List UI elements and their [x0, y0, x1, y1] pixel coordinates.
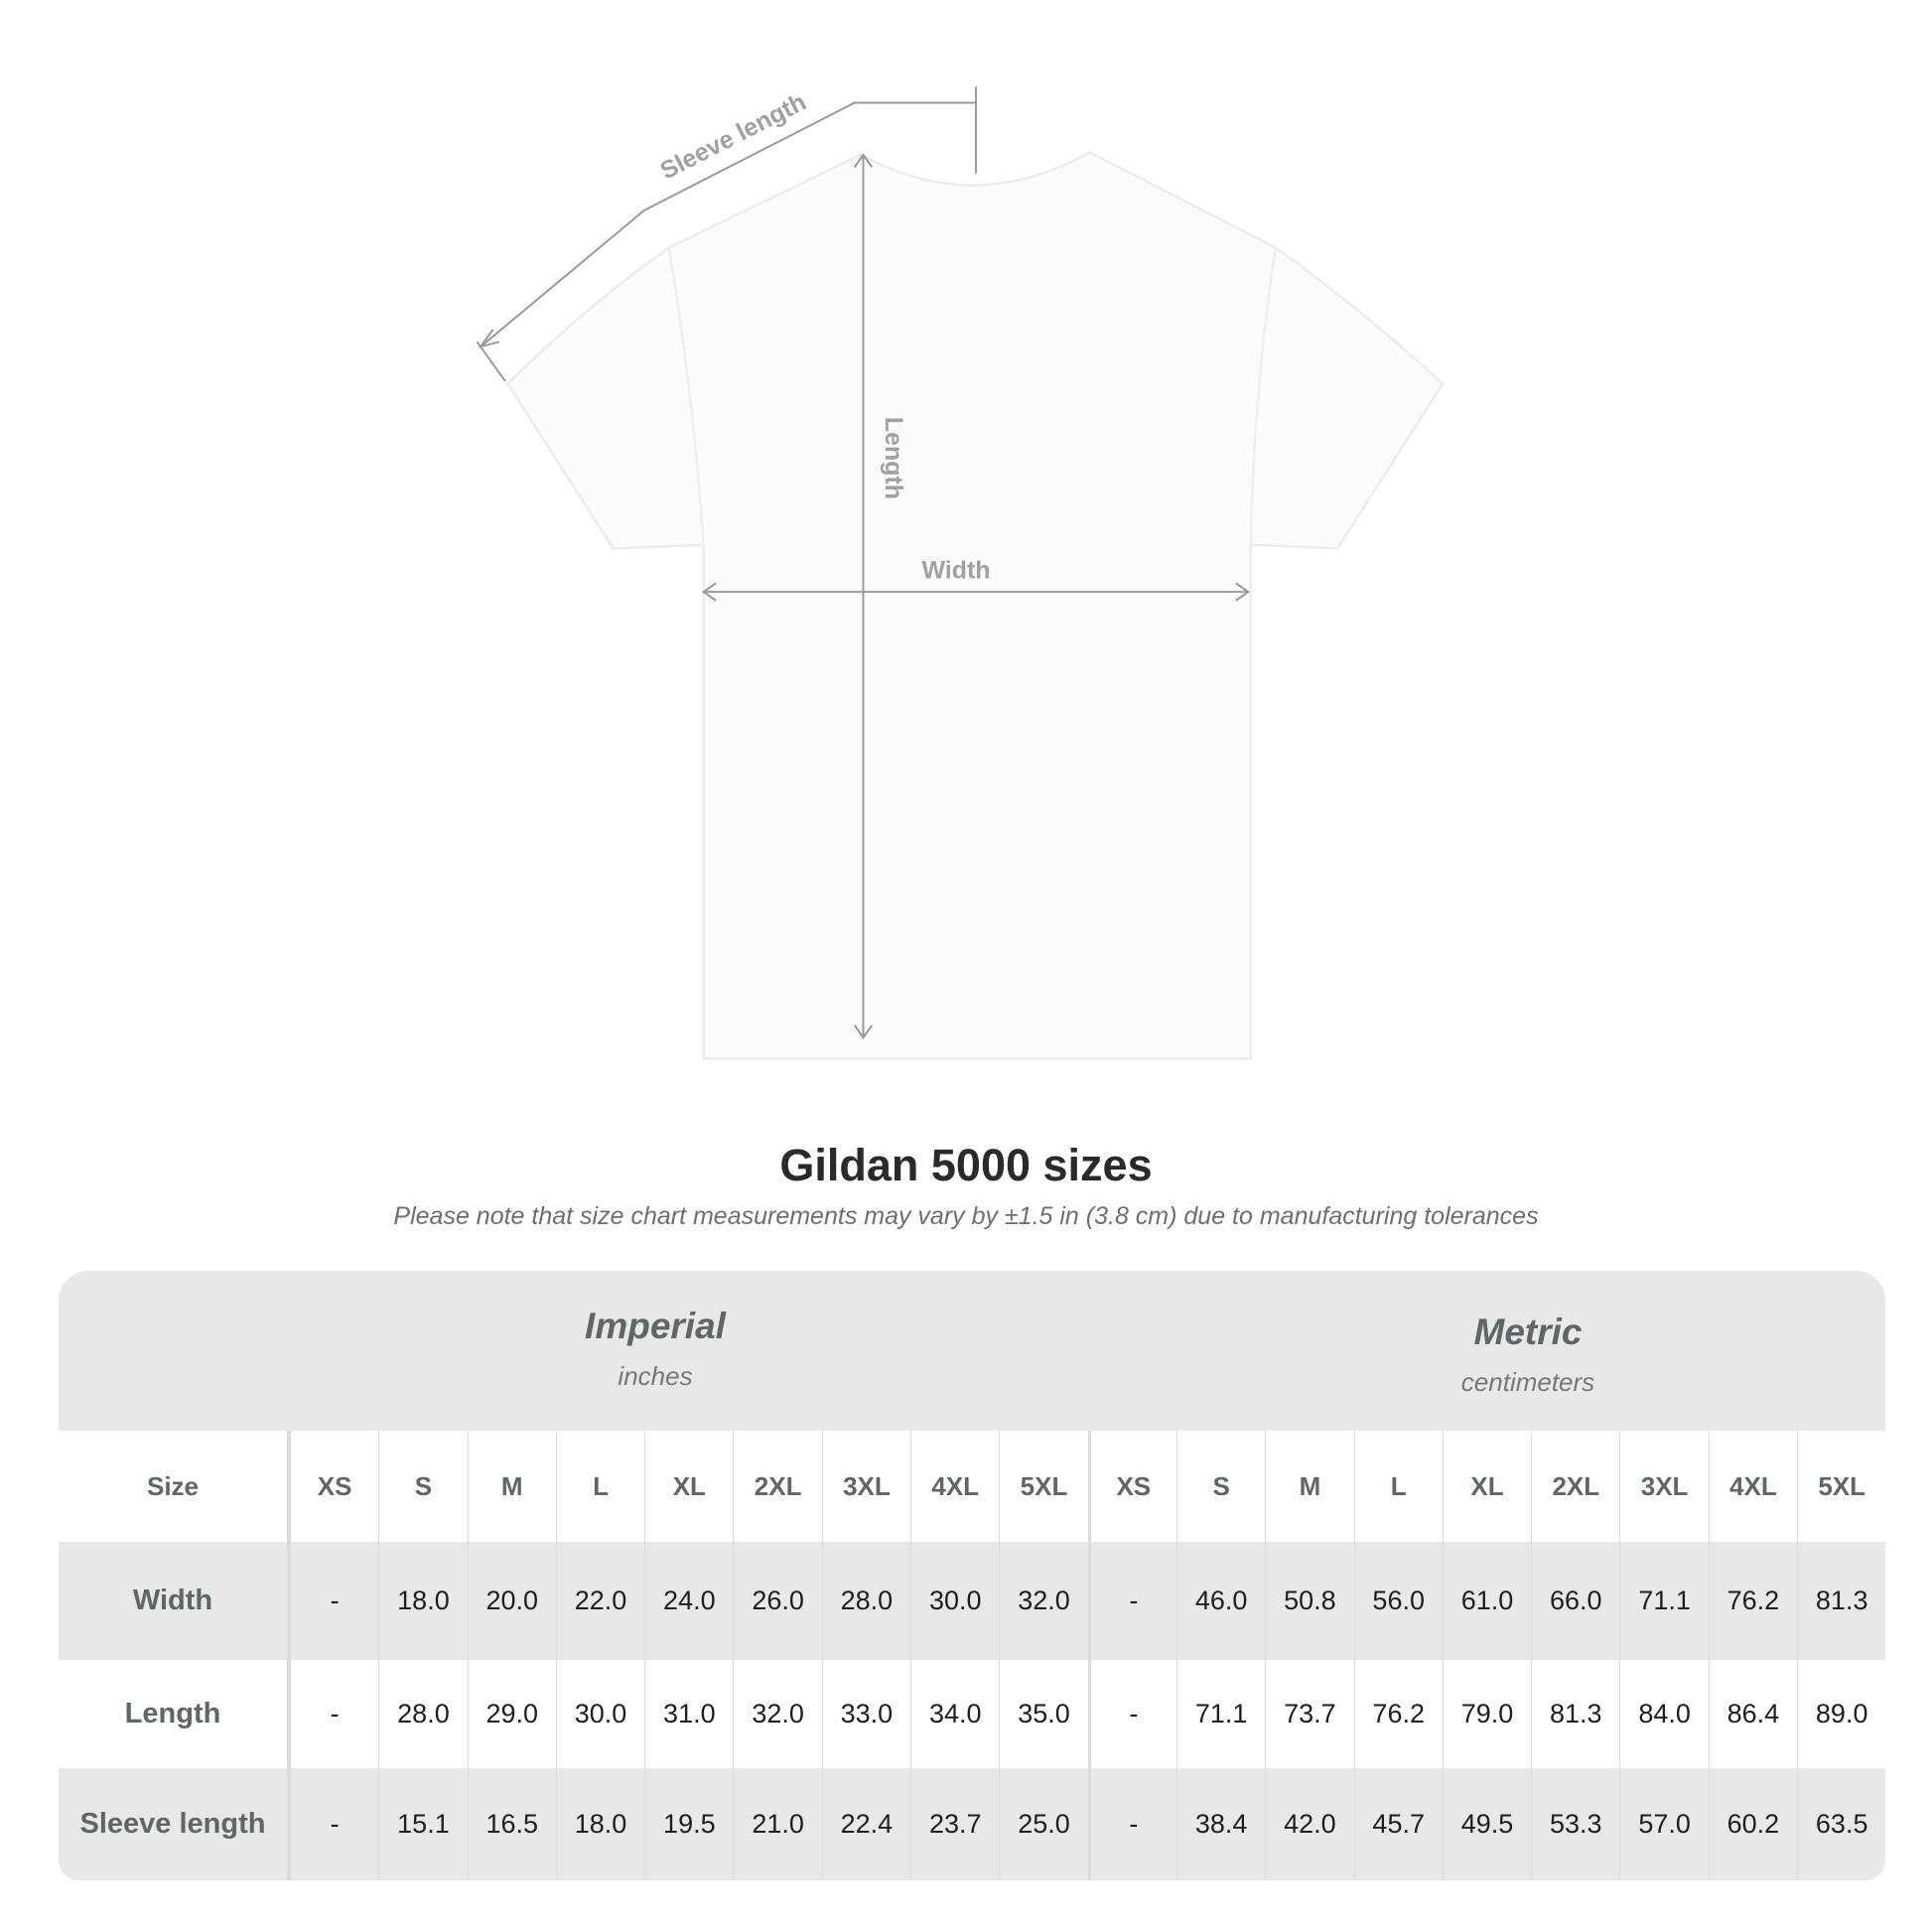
metric-value-cell: 81.3 — [1531, 1660, 1619, 1768]
imperial-title: Imperial — [585, 1306, 726, 1346]
row-label: Length — [59, 1660, 290, 1768]
metric-size-header: 2XL — [1531, 1431, 1619, 1542]
metric-value-cell: 56.0 — [1353, 1542, 1443, 1660]
metric-title: Metric — [1473, 1311, 1583, 1352]
metric-value-cell: 66.0 — [1531, 1542, 1619, 1660]
unit-header: Imperial inches Metric centimeters — [59, 1271, 1885, 1431]
metric-size-header: 4XL — [1708, 1431, 1797, 1542]
table-row: Sleeve length -15.1 16.5 18.0 19.5 21.0 22.4 23… — [59, 1768, 1885, 1880]
metric-value-cell: 46.0 — [1175, 1542, 1265, 1660]
metric-value-cell: 76.2 — [1708, 1542, 1797, 1660]
table-row: Width -18.0 20.0 22.0 24.0 26.0 28.0 30.0 32.0-4… — [59, 1542, 1885, 1660]
imperial-value-cell: 18.0 — [555, 1768, 644, 1880]
metric-value-cell: 84.0 — [1619, 1660, 1708, 1768]
imperial-value-cell: 18.0 — [378, 1542, 467, 1660]
row-label: Width — [59, 1542, 290, 1660]
metric-value-cell: - — [1087, 1542, 1176, 1660]
metric-value-cell: 49.5 — [1442, 1768, 1531, 1880]
metric-value-cell: 61.0 — [1442, 1542, 1531, 1660]
imperial-value-cell: 32.0 — [733, 1660, 821, 1768]
measure-lines — [476, 86, 1251, 1039]
imperial-value-cell: 28.0 — [378, 1660, 467, 1768]
imperial-size-header: XL — [644, 1431, 733, 1542]
imperial-value-cell: 23.7 — [910, 1768, 999, 1880]
metric-value-cell: 50.8 — [1265, 1542, 1353, 1660]
imperial-size-header: S — [378, 1431, 467, 1542]
imperial-size-header: 2XL — [733, 1431, 821, 1542]
tshirt-shape — [505, 150, 1445, 1060]
imperial-size-header: 4XL — [910, 1431, 999, 1542]
tshirt-diagram: Sleeve length Length Width — [476, 86, 1445, 1060]
tolerance-note: Please note that size chart measurements… — [393, 1202, 1539, 1230]
metric-size-header: M — [1265, 1431, 1353, 1542]
metric-value-cell: 45.7 — [1353, 1768, 1443, 1880]
imperial-value-cell: 28.0 — [821, 1542, 910, 1660]
imperial-value-cell: 22.0 — [555, 1542, 644, 1660]
metric-size-header: 3XL — [1619, 1431, 1708, 1542]
metric-size-header: XL — [1442, 1431, 1531, 1542]
imperial-value-cell: 30.0 — [910, 1542, 999, 1660]
metric-value-cell: 73.7 — [1265, 1660, 1353, 1768]
length-label: Length — [880, 417, 907, 499]
imperial-value-cell: - — [290, 1768, 378, 1880]
imperial-size-header: M — [467, 1431, 556, 1542]
imperial-size-header: XS — [290, 1431, 378, 1542]
size-table: Imperial inches Metric centimeters Size X… — [59, 1271, 1885, 1880]
imperial-value-cell: - — [290, 1660, 378, 1768]
metric-value-cell: 53.3 — [1531, 1768, 1619, 1880]
page-title: Gildan 5000 sizes — [779, 1140, 1153, 1190]
row-label: Size — [59, 1431, 290, 1542]
imperial-value-cell: 20.0 — [467, 1542, 556, 1660]
imperial-value-cell: 33.0 — [821, 1660, 910, 1768]
metric-value-cell: 38.4 — [1175, 1768, 1265, 1880]
metric-value-cell: 63.5 — [1797, 1768, 1885, 1880]
imperial-value-cell: 26.0 — [733, 1542, 821, 1660]
metric-value-cell: 79.0 — [1442, 1660, 1531, 1768]
metric-value-cell: - — [1087, 1768, 1176, 1880]
metric-value-cell: 86.4 — [1708, 1660, 1797, 1768]
metric-value-cell: - — [1087, 1660, 1176, 1768]
metric-unit: centimeters — [1460, 1367, 1595, 1397]
imperial-value-cell: 16.5 — [467, 1768, 556, 1880]
imperial-unit: inches — [618, 1361, 693, 1391]
imperial-value-cell: - — [290, 1542, 378, 1660]
imperial-header: Imperial inches — [357, 1306, 953, 1392]
width-label: Width — [922, 556, 991, 584]
imperial-value-cell: 34.0 — [910, 1660, 999, 1768]
imperial-value-cell: 21.0 — [733, 1768, 821, 1880]
metric-value-cell: 89.0 — [1797, 1660, 1885, 1768]
metric-size-header: XS — [1087, 1431, 1176, 1542]
imperial-size-header: L — [555, 1431, 644, 1542]
metric-value-cell: 71.1 — [1619, 1542, 1708, 1660]
imperial-value-cell: 35.0 — [999, 1660, 1087, 1768]
imperial-size-header: 3XL — [821, 1431, 910, 1542]
imperial-value-cell: 30.0 — [555, 1660, 644, 1768]
metric-value-cell: 81.3 — [1797, 1542, 1885, 1660]
metric-value-cell: 60.2 — [1708, 1768, 1797, 1880]
row-label: Sleeve length — [59, 1768, 290, 1880]
imperial-value-cell: 24.0 — [644, 1542, 733, 1660]
imperial-value-cell: 19.5 — [644, 1768, 733, 1880]
imperial-value-cell: 25.0 — [999, 1768, 1087, 1880]
imperial-value-cell: 29.0 — [467, 1660, 556, 1768]
size-header-row: Size XS S M L XL 2XL 3XL 4XL 5XL XS S M L XL 2XL 3XL 4XL 5… — [59, 1431, 1885, 1542]
imperial-value-cell: 31.0 — [644, 1660, 733, 1768]
imperial-value-cell: 15.1 — [378, 1768, 467, 1880]
metric-value-cell: 71.1 — [1175, 1660, 1265, 1768]
table-row: Length -28.0 29.0 30.0 31.0 32.0 33.0 34.0 35.0-… — [59, 1660, 1885, 1768]
metric-value-cell: 57.0 — [1619, 1768, 1708, 1880]
metric-value-cell: 42.0 — [1265, 1768, 1353, 1880]
metric-header: Metric centimeters — [1230, 1311, 1826, 1398]
metric-value-cell: 76.2 — [1353, 1660, 1443, 1768]
imperial-size-header: 5XL — [999, 1431, 1087, 1542]
imperial-value-cell: 22.4 — [821, 1768, 910, 1880]
metric-size-header: 5XL — [1797, 1431, 1885, 1542]
imperial-value-cell: 32.0 — [999, 1542, 1087, 1660]
metric-size-header: S — [1175, 1431, 1265, 1542]
metric-size-header: L — [1353, 1431, 1443, 1542]
